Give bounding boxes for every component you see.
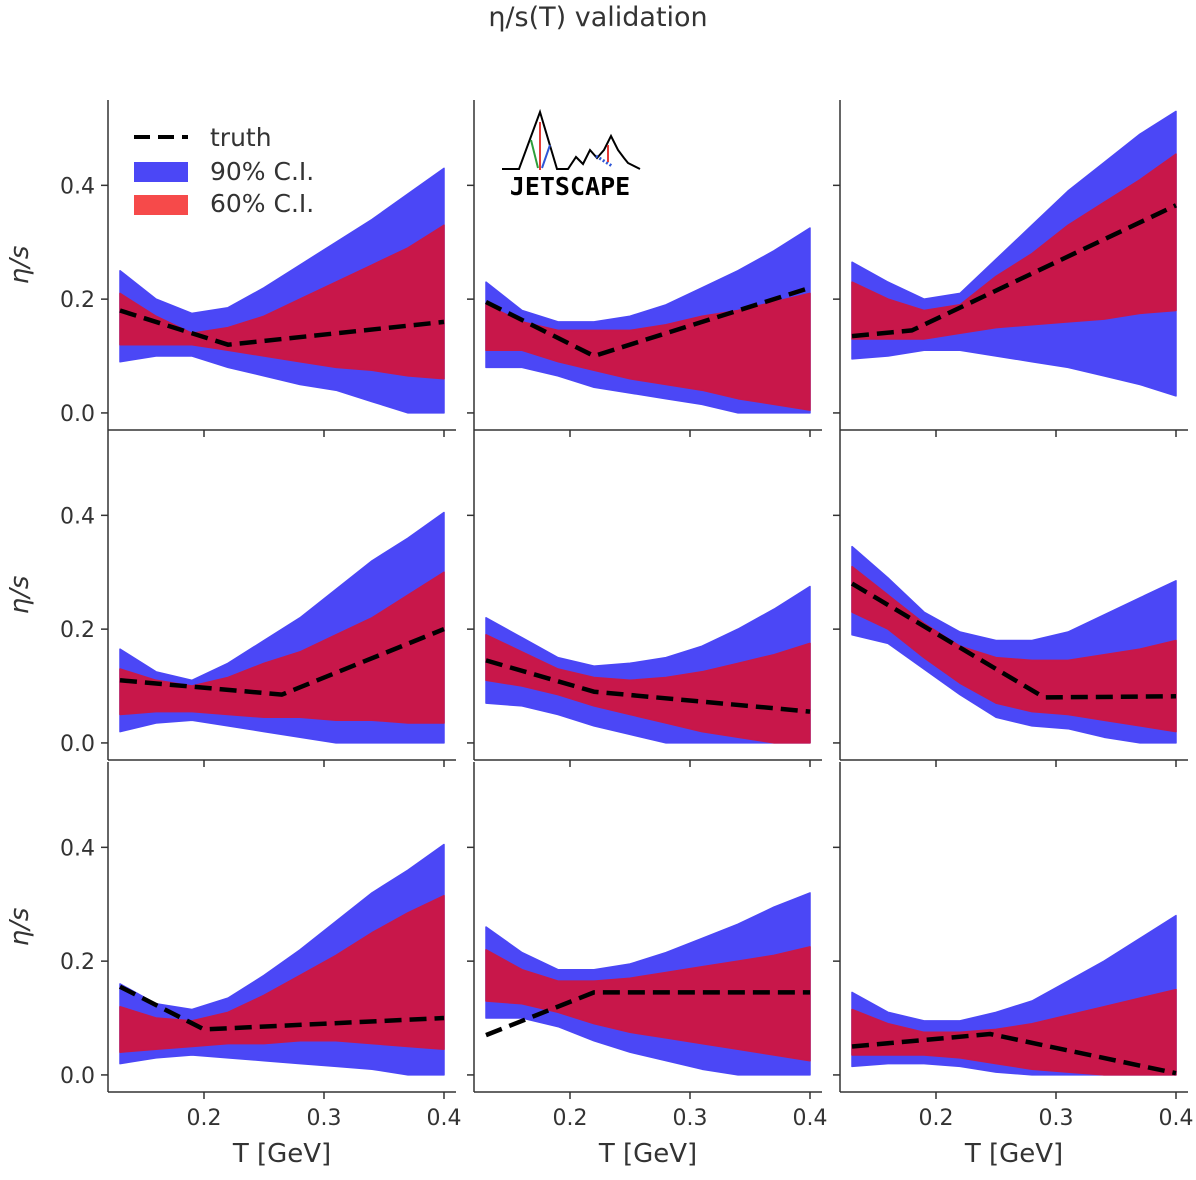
y-tick-label: 0.2 bbox=[60, 288, 95, 313]
panel-r1-c0: 0.0 0.2 0.4 η/s bbox=[5, 430, 456, 767]
x-tick-label: 0.3 bbox=[307, 1106, 342, 1131]
logo-blue-coil bbox=[595, 154, 613, 168]
figure-title: η/s(T) validation bbox=[488, 2, 707, 33]
panel-r0-c0: 0.0 0.2 0.4 η/s bbox=[5, 100, 456, 437]
truth-line bbox=[485, 658, 811, 714]
legend-ci90-swatch bbox=[134, 162, 188, 182]
x-tick-label: 0.2 bbox=[187, 1106, 222, 1131]
panel-r2-c0: 0.0 0.2 0.4 0.2 0.3 0.4 T [GeV] η/s bbox=[5, 762, 462, 1169]
ci60-band bbox=[119, 224, 445, 380]
ci60-band bbox=[485, 946, 811, 1062]
x-tick-label: 0.3 bbox=[673, 1106, 708, 1131]
y-tick-label: 0.4 bbox=[60, 836, 95, 861]
panel-r0-c2 bbox=[833, 100, 1188, 437]
x-tick-label: 0.2 bbox=[553, 1106, 588, 1131]
y-tick-label: 0.2 bbox=[60, 950, 95, 975]
logo-mountain-outline bbox=[502, 108, 641, 170]
legend-ci60-label: 60% C.I. bbox=[210, 189, 314, 218]
panel-r1-c1 bbox=[467, 430, 822, 767]
logo-blue-track bbox=[541, 144, 551, 169]
logo-green-track bbox=[530, 139, 539, 169]
ci60-band bbox=[485, 634, 811, 744]
jetscape-logo: JETSCAPE bbox=[502, 108, 641, 201]
ci60-band bbox=[851, 565, 1177, 733]
ci60-band bbox=[851, 153, 1177, 340]
x-axis-label: T [GeV] bbox=[964, 1139, 1063, 1169]
truth-line bbox=[851, 1031, 1177, 1076]
x-axis-label: T [GeV] bbox=[598, 1139, 697, 1169]
panel-r2-c2: 0.2 0.3 0.4 T [GeV] bbox=[833, 762, 1194, 1169]
legend-ci90-label: 90% C.I. bbox=[210, 157, 314, 186]
truth-line bbox=[851, 203, 1177, 339]
x-tick-label: 0.4 bbox=[427, 1106, 462, 1131]
y-axis-label: η/s bbox=[5, 908, 35, 947]
truth-line bbox=[485, 990, 810, 1038]
x-tick-label: 0.4 bbox=[793, 1106, 828, 1131]
y-tick-label: 0.4 bbox=[60, 174, 95, 199]
truth-line bbox=[119, 627, 445, 697]
logo-text: JETSCAPE bbox=[510, 172, 630, 201]
ci60-band bbox=[119, 894, 445, 1053]
truth-line bbox=[119, 308, 445, 347]
panel-r1-c2 bbox=[833, 430, 1188, 767]
x-tick-label: 0.4 bbox=[1159, 1106, 1194, 1131]
y-axis-label: η/s bbox=[5, 246, 35, 285]
panel-r0-c1 bbox=[467, 100, 822, 437]
truth-line bbox=[850, 581, 1177, 700]
legend-truth-label: truth bbox=[210, 123, 272, 152]
truth-line bbox=[484, 285, 811, 359]
y-axis-label: η/s bbox=[5, 576, 35, 615]
y-tick-label: 0.2 bbox=[60, 618, 95, 643]
legend: truth 90% C.I. 60% C.I. bbox=[134, 123, 314, 218]
ci60-band bbox=[851, 988, 1177, 1076]
ci60-band bbox=[485, 292, 811, 411]
legend-ci60-swatch bbox=[134, 195, 188, 215]
panel-r2-c1: 0.2 0.3 0.4 T [GeV] bbox=[467, 762, 828, 1169]
panels: 0.00.20.4η/s0.00.20.4η/s0.00.20.40.2 0.3 0… bbox=[5, 100, 1194, 1169]
x-axis-label: T [GeV] bbox=[232, 1139, 331, 1169]
x-tick-label: 0.2 bbox=[919, 1106, 954, 1131]
truth-line bbox=[118, 984, 445, 1032]
x-tick-label: 0.3 bbox=[1039, 1106, 1074, 1131]
y-tick-label: 0.0 bbox=[60, 1064, 95, 1089]
y-tick-label: 0.0 bbox=[60, 402, 95, 427]
y-tick-label: 0.4 bbox=[60, 504, 95, 529]
y-tick-label: 0.0 bbox=[60, 732, 95, 757]
